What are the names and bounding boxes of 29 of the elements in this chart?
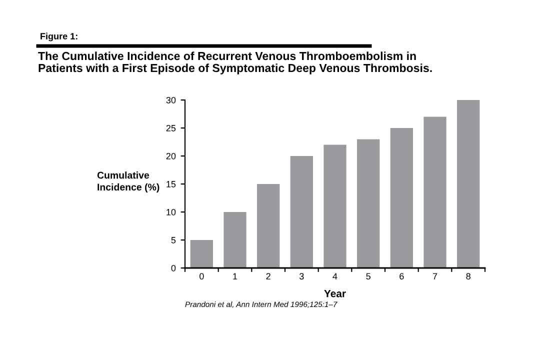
x-tick-label: 1 — [233, 273, 238, 280]
x-tick-label: 2 — [266, 273, 270, 280]
x-tick-label: 6 — [400, 273, 404, 280]
x-tick-label: 4 — [332, 273, 338, 280]
text: Figure 1: — [40, 32, 78, 42]
y-tick-label: 5 — [171, 237, 176, 244]
y-tick-label: 20 — [166, 152, 176, 160]
bar — [424, 116, 446, 268]
bar — [357, 139, 380, 268]
y-tick-label: 30 — [166, 96, 176, 104]
bar — [290, 156, 313, 268]
chart-subtitle: The Cumulative Incidence of Recurrent Venous Thromboembolism in Patients with a First Episode of Symptomatic Deep Venous Thrombosis. — [38, 52, 432, 74]
x-axis-title: Year — [324, 290, 346, 298]
x-tick-label: 3 — [300, 273, 304, 280]
bar — [324, 144, 346, 268]
x-tick-label: 7 — [432, 273, 438, 280]
y-tick-label: 25 — [166, 124, 176, 132]
y-tick-label: 0 — [171, 264, 176, 272]
x-tick-label: 0 — [200, 273, 204, 280]
bar — [390, 128, 413, 268]
bar — [190, 240, 213, 268]
y-tick-label: 15 — [166, 181, 176, 188]
bar — [457, 100, 480, 268]
x-tick-label: 5 — [366, 273, 370, 280]
y-tick-label: 10 — [166, 208, 176, 216]
bar — [224, 212, 246, 268]
bar — [257, 184, 280, 268]
y-axis-title: Cumulative Incidence (%) — [97, 172, 160, 192]
x-tick-label: 8 — [466, 273, 470, 280]
